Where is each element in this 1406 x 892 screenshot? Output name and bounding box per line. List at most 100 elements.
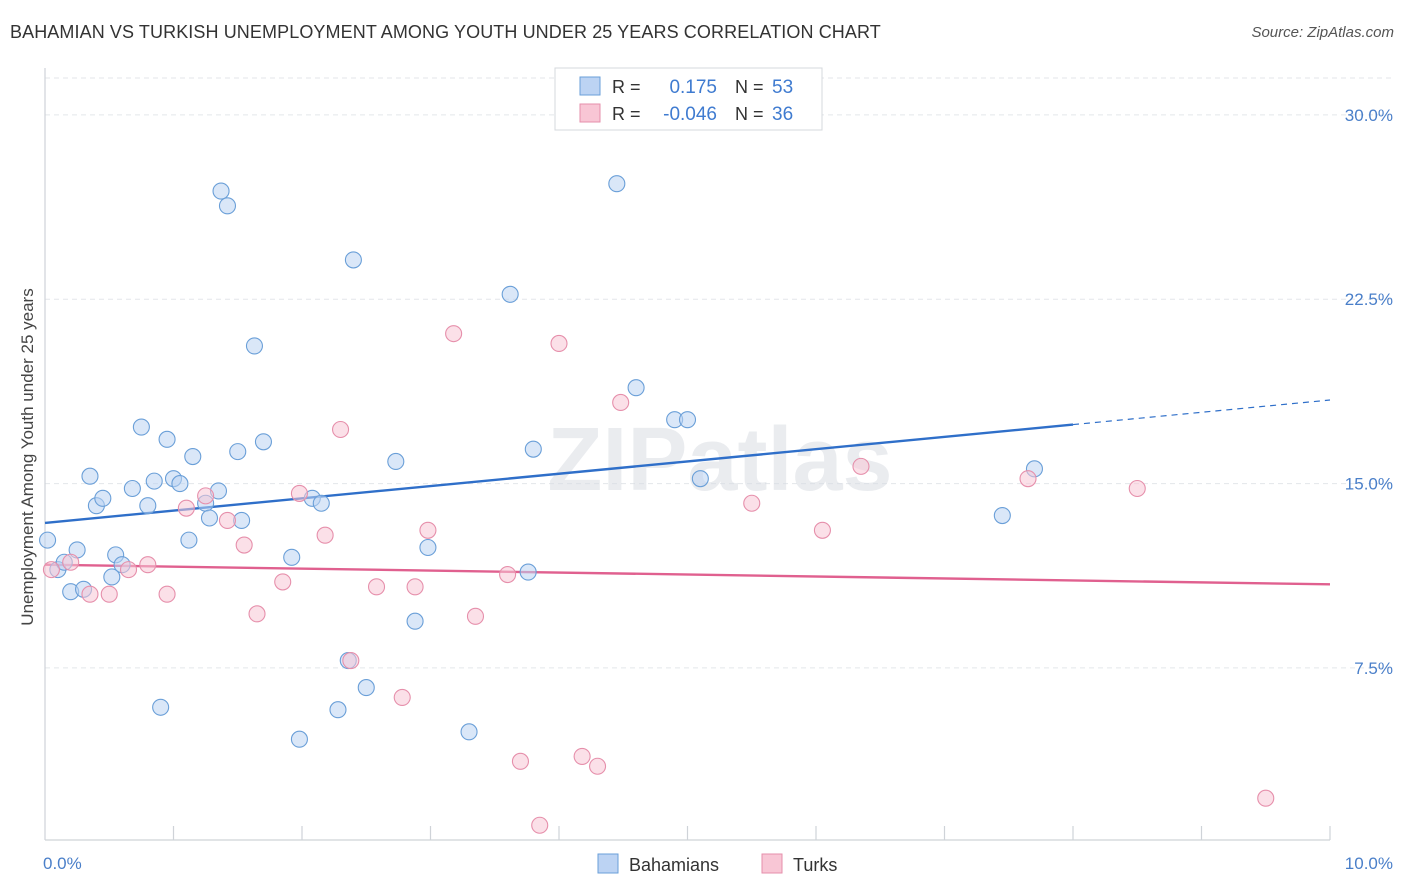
bahamians-point	[406, 612, 424, 630]
legend-n-value: 53	[772, 77, 793, 98]
bahamians-point	[132, 418, 150, 436]
turks-point	[235, 536, 253, 554]
legend-r-value: -0.046	[663, 104, 717, 125]
turks-point	[393, 688, 411, 706]
bahamians-point	[158, 430, 176, 448]
turks-point	[466, 607, 485, 625]
x-tick-label: 0.0%	[43, 854, 82, 873]
bahamians-point	[245, 337, 264, 355]
bahamians-point	[678, 411, 697, 429]
bahamians-bottom-label: Bahamians	[629, 855, 719, 875]
bahamians-point	[524, 440, 542, 458]
turks-legend-swatch	[579, 103, 601, 123]
bahamians-point	[145, 472, 163, 490]
grid-layer	[45, 77, 1395, 669]
bahamians-point	[357, 679, 375, 697]
legend-n-label: N =	[735, 104, 764, 124]
bahamians-point	[290, 730, 308, 748]
y-axis-label: Unemployment Among Youth under 25 years	[18, 288, 37, 625]
y-tick-label: 7.5%	[1354, 659, 1393, 678]
turks-point	[316, 526, 334, 544]
turks-point	[445, 325, 463, 343]
turks-trend-line	[44, 563, 1331, 586]
turks-point	[139, 556, 157, 574]
bahamians-point	[387, 452, 405, 471]
turks-point	[218, 511, 237, 530]
turks-point	[588, 757, 607, 775]
bahamians-point	[519, 563, 537, 581]
bahamians-point	[200, 509, 219, 527]
turks-point	[531, 816, 549, 834]
turks-point	[367, 578, 386, 596]
turks-point	[573, 747, 591, 765]
bahamians-point	[184, 447, 202, 466]
points-layer	[39, 175, 1275, 834]
y-tick-label: 15.0%	[1345, 475, 1393, 494]
bahamians-point	[180, 531, 198, 549]
x-tick-label: 10.0%	[1345, 854, 1393, 873]
bahamians-point	[312, 494, 330, 512]
trend-layer	[44, 399, 1331, 586]
bahamians-point	[608, 175, 626, 193]
chart-title: BAHAMIAN VS TURKISH UNEMPLOYMENT AMONG Y…	[10, 22, 881, 42]
legend-layer: R = 0.175 N = 53 R = -0.046 N = 36	[554, 67, 823, 131]
watermark: ZIPatlas	[547, 410, 892, 510]
bahamians-point	[152, 698, 170, 716]
turks-point	[852, 457, 870, 475]
turks-point	[406, 578, 424, 596]
bahamians-point	[691, 470, 709, 488]
bottom-legend-layer: Bahamians Turks	[597, 853, 837, 875]
turks-point	[177, 499, 195, 517]
bahamians-trend-line	[44, 423, 1074, 525]
bahamians-point	[283, 548, 301, 566]
turks-bottom-label: Turks	[793, 855, 837, 875]
bahamians-point	[103, 568, 121, 586]
turks-point	[743, 494, 761, 512]
turks-point	[1128, 479, 1146, 498]
turks-point	[81, 585, 99, 603]
turks-point	[1019, 470, 1037, 488]
legend-r-label: R =	[612, 77, 641, 97]
bahamians-point	[501, 285, 519, 303]
turks-point	[342, 652, 360, 670]
turks-point	[1257, 789, 1275, 807]
bahamians-point	[218, 197, 237, 215]
bahamians-point	[254, 433, 273, 451]
bahamians-legend-swatch	[579, 76, 601, 96]
turks-point	[197, 487, 215, 505]
turks-bottom-swatch	[761, 853, 783, 874]
bahamians-trend-extension	[1072, 399, 1331, 426]
y-tick-label: 22.5%	[1345, 290, 1393, 309]
legend-n-label: N =	[735, 77, 764, 97]
bahamians-point	[993, 506, 1011, 525]
y-tick-label: 30.0%	[1345, 106, 1393, 125]
bahamians-point	[39, 531, 57, 549]
turks-point	[274, 573, 292, 591]
turks-point	[511, 752, 530, 770]
turks-point	[119, 561, 138, 579]
bahamians-point	[139, 497, 157, 515]
turks-point	[290, 484, 308, 502]
turks-point	[612, 393, 630, 412]
bahamians-point	[212, 182, 230, 200]
legend-r-value: 0.175	[669, 77, 717, 98]
bahamians-point	[229, 443, 247, 461]
turks-point	[100, 585, 118, 603]
bahamians-point	[123, 479, 141, 498]
bahamians-bottom-swatch	[597, 853, 619, 874]
turks-point	[158, 585, 176, 603]
turks-point	[42, 561, 60, 579]
turks-point	[813, 521, 831, 539]
bahamians-point	[344, 251, 362, 269]
legend-n-value: 36	[772, 104, 793, 125]
bahamians-point	[81, 467, 99, 485]
bahamians-point	[94, 489, 112, 507]
bahamians-point	[460, 723, 478, 741]
bahamians-point	[419, 538, 437, 557]
turks-point	[499, 565, 517, 584]
bahamians-point	[627, 379, 645, 397]
legend-r-label: R =	[612, 104, 641, 124]
bahamians-point	[171, 475, 189, 493]
